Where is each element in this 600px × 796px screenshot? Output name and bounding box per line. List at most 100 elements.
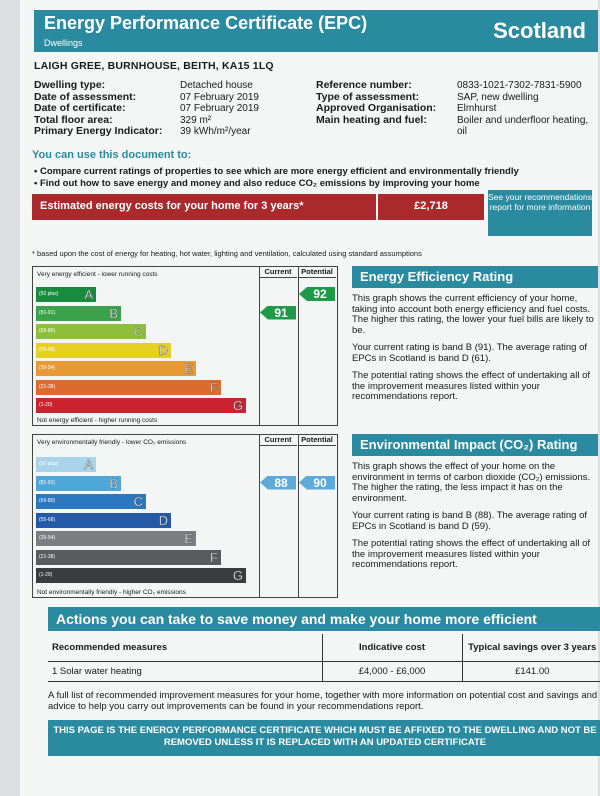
detail-label: Approved Organisation: bbox=[316, 102, 437, 114]
band-letter: F bbox=[210, 549, 218, 565]
band-range: (39-54) bbox=[39, 365, 56, 371]
rating-band-e: (39-54) E bbox=[36, 361, 196, 376]
current-column-header: Current bbox=[259, 435, 297, 446]
use-heading: You can use this document to: bbox=[32, 149, 192, 161]
affix-notice: THIS PAGE IS THE ENERGY PERFORMANCE CERT… bbox=[48, 720, 600, 756]
environment-heading: Environmental Impact (CO₂) Rating bbox=[352, 434, 598, 456]
detail-label: Total floor area: bbox=[34, 113, 113, 126]
band-letter: D bbox=[158, 342, 168, 358]
details-right-values: 0833-1021-7302-7831-5900 SAP, new dwelli… bbox=[457, 80, 593, 138]
table-row: 1 Solar water heating £4,000 - £6,000 £1… bbox=[48, 661, 600, 682]
band-range: (69-80) bbox=[39, 328, 56, 334]
band-letter: B bbox=[109, 475, 118, 491]
use-bullet: Compare current ratings of properties to… bbox=[34, 166, 519, 178]
environment-rating-chart: Very environmentally friendly - lower CO… bbox=[32, 434, 338, 598]
detail-label: Dwelling type: bbox=[34, 79, 106, 91]
efficiency-bottom-label: Not energy efficient - higher running co… bbox=[37, 417, 158, 424]
page-subtitle: Dwellings bbox=[44, 38, 83, 48]
efficiency-paragraph: This graph shows the current efficiency … bbox=[352, 293, 594, 336]
detail-label: Reference number: bbox=[316, 79, 412, 91]
energy-cost-label: Estimated energy costs for your home for… bbox=[32, 194, 376, 220]
rating-band-c: (69-80) C bbox=[36, 324, 146, 339]
detail-label: Date of certificate: bbox=[34, 102, 126, 114]
rating-band-d: (55-68) D bbox=[36, 512, 171, 528]
band-range: (1-29) bbox=[39, 572, 53, 578]
band-letter: G bbox=[232, 398, 244, 413]
band-range: (21-38) bbox=[39, 383, 56, 390]
actions-heading: Actions you can take to save money and m… bbox=[48, 607, 600, 631]
efficiency-rating-chart: Very energy efficient - lower running co… bbox=[32, 266, 338, 426]
page-title: Energy Performance Certificate (EPC) bbox=[44, 13, 368, 33]
use-bullet: Find out how to save energy and money an… bbox=[34, 178, 519, 190]
band-letter: A bbox=[84, 457, 93, 472]
band-letter: C bbox=[133, 494, 143, 509]
detail-value: Elmhurst bbox=[457, 103, 497, 114]
band-range: (92 plus) bbox=[39, 291, 59, 297]
band-range: (1-20) bbox=[39, 402, 53, 408]
detail-label: Date of assessment: bbox=[34, 90, 137, 103]
energy-cost-bar: Estimated energy costs for your home for… bbox=[32, 190, 592, 236]
band-range: (55-68) bbox=[39, 346, 56, 353]
band-range: (55-68) bbox=[39, 516, 56, 523]
rating-band-f: (21-38) F bbox=[36, 549, 221, 565]
environment-text: This graph shows the effect of your home… bbox=[352, 461, 600, 578]
rating-band-b: (81-91) B bbox=[36, 475, 121, 491]
potential-column-header: Potential bbox=[298, 267, 336, 278]
efficiency-heading: Energy Efficiency Rating bbox=[352, 266, 598, 288]
measure-cell: 1 Solar water heating bbox=[48, 661, 322, 682]
band-range: (21-38) bbox=[39, 553, 56, 560]
measures-table: Recommended measures Indicative cost Typ… bbox=[48, 634, 600, 682]
current-column bbox=[259, 435, 297, 597]
header-banner: Energy Performance Certificate (EPC) Dwe… bbox=[34, 10, 598, 52]
potential-rating-arrow: 90 bbox=[299, 475, 335, 490]
efficiency-text: This graph shows the current efficiency … bbox=[352, 293, 600, 410]
band-letter: A bbox=[84, 287, 93, 302]
detail-value: 0833-1021-7302-7831-5900 bbox=[457, 80, 582, 91]
full-list-note: A full list of recommended improvement m… bbox=[48, 690, 598, 712]
epc-page: Energy Performance Certificate (EPC) Dwe… bbox=[20, 0, 600, 796]
measures-column-header: Recommended measures bbox=[48, 634, 322, 662]
band-range: (39-54) bbox=[39, 535, 56, 541]
cost-cell: £4,000 - £6,000 bbox=[321, 661, 462, 682]
environment-top-label: Very environmentally friendly - lower CO… bbox=[37, 439, 187, 446]
band-range: (81-91) bbox=[39, 479, 56, 486]
rating-band-a: (92 plus) A bbox=[36, 287, 96, 302]
efficiency-paragraph: Your current rating is band B (91). The … bbox=[352, 342, 587, 364]
detail-value: 07 February 2019 bbox=[180, 91, 259, 103]
band-letter: E bbox=[184, 361, 193, 376]
rating-band-b: (81-91) B bbox=[36, 305, 121, 321]
band-letter: C bbox=[133, 324, 143, 339]
rating-band-e: (39-54) E bbox=[36, 531, 196, 546]
environment-paragraph: This graph shows the effect of your home… bbox=[352, 461, 591, 504]
savings-column-header: Typical savings over 3 years bbox=[461, 634, 600, 662]
details-right-labels: Reference number: Type of assessment: Ap… bbox=[316, 79, 452, 126]
detail-label: Type of assessment: bbox=[316, 90, 420, 103]
potential-column-header: Potential bbox=[298, 435, 336, 446]
detail-value: 329 m² bbox=[180, 114, 212, 126]
current-column-header: Current bbox=[259, 267, 297, 278]
rating-band-d: (55-68) D bbox=[36, 342, 171, 358]
details-left-values: Detached house 07 February 2019 07 Febru… bbox=[180, 80, 310, 138]
band-letter: E bbox=[184, 531, 193, 546]
see-recommendations-note: See your recommendations report for more… bbox=[488, 190, 592, 236]
band-letter: F bbox=[210, 379, 218, 395]
current-column bbox=[259, 267, 297, 425]
rating-band-g: (1-29) G bbox=[36, 568, 246, 583]
details-left-labels: Dwelling type: Date of assessment: Date … bbox=[34, 79, 174, 138]
band-range: (69-80) bbox=[39, 498, 56, 504]
potential-column bbox=[298, 435, 336, 597]
environment-paragraph: The potential rating shows the effect of… bbox=[352, 538, 591, 570]
property-address: LAIGH GREE, BURNHOUSE, BEITH, KA15 1LQ bbox=[34, 60, 274, 72]
detail-label: Primary Energy Indicator: bbox=[34, 125, 163, 137]
current-rating-arrow: 88 bbox=[260, 475, 296, 490]
cost-column-header: Indicative cost bbox=[321, 634, 462, 662]
current-rating-arrow: 91 bbox=[260, 305, 296, 320]
band-letter: B bbox=[109, 305, 118, 321]
detail-value: 07 February 2019 bbox=[180, 103, 259, 114]
rating-band-f: (21-38) F bbox=[36, 379, 221, 395]
detail-value: 39 kWh/m²/year bbox=[180, 126, 251, 137]
environment-bottom-label: Not environmentally friendly - higher CO… bbox=[37, 589, 186, 596]
environment-paragraph: Your current rating is band B (88). The … bbox=[352, 510, 587, 532]
efficiency-paragraph: The potential rating shows the effect of… bbox=[352, 370, 591, 402]
potential-column bbox=[298, 267, 336, 425]
